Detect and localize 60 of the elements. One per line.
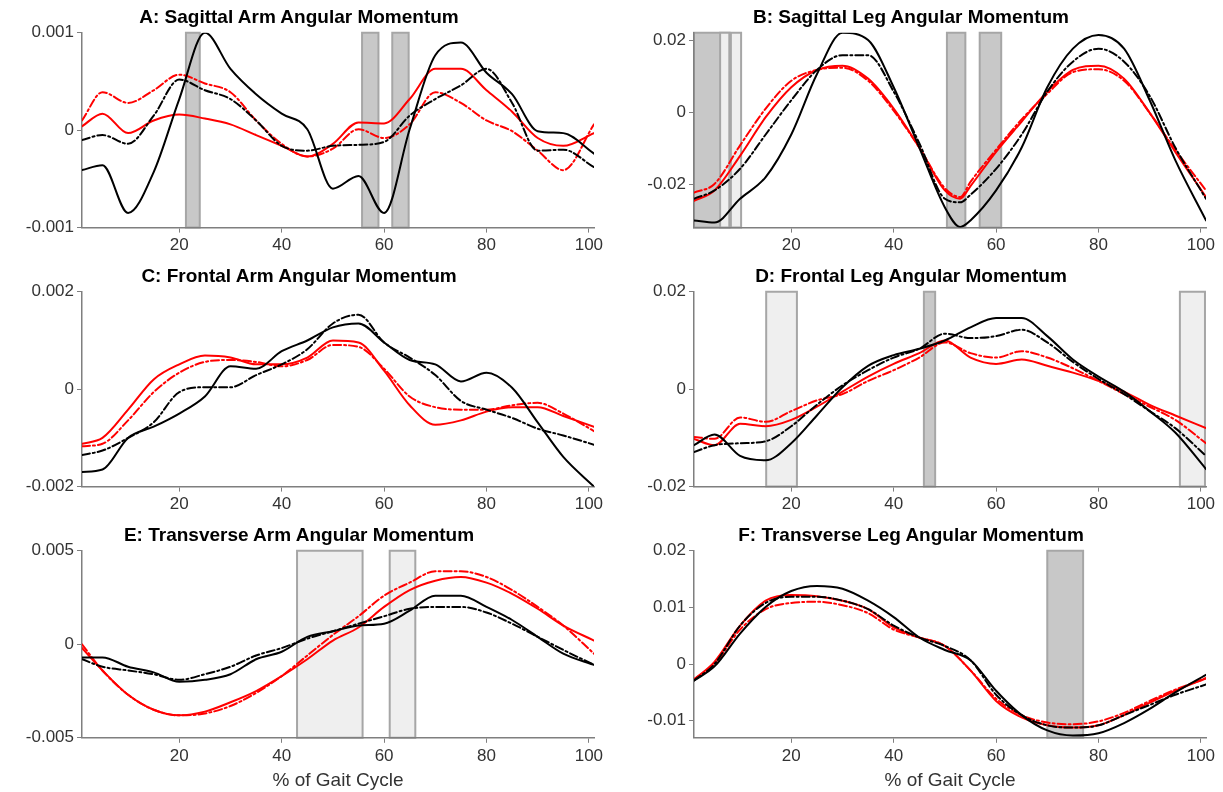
y-tick-label: 0.002 [31, 281, 74, 301]
y-tick-label: 0.005 [31, 540, 74, 560]
y-tick-label: 0.02 [652, 540, 686, 560]
x-axis-title: % of Gait Cycle [272, 768, 404, 790]
y-tick-label: 0.01 [652, 597, 686, 617]
x-tick-label: 100 [574, 235, 604, 255]
y-tick-label: -0.001 [25, 217, 74, 237]
y-tick-label: -0.01 [647, 710, 686, 730]
line-series [694, 317, 1206, 471]
x-tick-label: 60 [986, 745, 1006, 765]
x-tick-label: 20 [169, 494, 189, 514]
chart-title: D: Frontal Leg Angular Momentum [755, 264, 1067, 286]
x-tick-label: 100 [574, 494, 604, 514]
y-tick-label: 0.001 [31, 22, 74, 42]
y-tick-label: 0 [64, 119, 74, 139]
x-tick-label: 100 [574, 745, 604, 765]
x-tick-label: 60 [374, 235, 394, 255]
x-tick-label: 100 [1186, 745, 1216, 765]
x-tick-label: 60 [986, 235, 1006, 255]
x-tick-label: 60 [986, 494, 1006, 514]
chart-title: E: Transverse Arm Angular Momentum [123, 523, 475, 545]
y-tick-label: -0.005 [25, 727, 74, 747]
x-tick-label: 60 [374, 494, 394, 514]
x-tick-label: 20 [781, 745, 801, 765]
chart-title: C: Frontal Arm Angular Momentum [141, 264, 457, 286]
x-tick-label: 40 [272, 235, 292, 255]
x-tick-label: 80 [477, 494, 496, 514]
x-tick-label: 100 [1186, 494, 1216, 514]
x-tick-label: 60 [374, 745, 394, 765]
x-tick-label: 40 [884, 235, 904, 255]
x-tick-label: 40 [884, 745, 904, 765]
x-tick-label: 40 [272, 745, 292, 765]
x-tick-label: 80 [1089, 494, 1108, 514]
x-tick-label: 40 [272, 494, 292, 514]
line-series [82, 32, 594, 214]
chart-title: B: Sagittal Leg Angular Momentum [753, 5, 1069, 27]
x-tick-label: 80 [477, 235, 496, 255]
y-tick-label: 0 [676, 378, 686, 398]
y-tick-label: -0.002 [25, 476, 74, 496]
y-tick-label: 0.02 [652, 29, 686, 49]
x-tick-label: 20 [169, 235, 189, 255]
x-tick-label: 20 [781, 235, 801, 255]
x-tick-label: 20 [169, 745, 189, 765]
x-tick-label: 80 [1089, 745, 1108, 765]
y-tick-label: 0 [676, 653, 686, 673]
x-axis-title: % of Gait Cycle [884, 768, 1016, 790]
y-tick-label: 0 [64, 378, 74, 398]
chart-title: A: Sagittal Arm Angular Momentum [139, 5, 459, 27]
x-tick-label: 20 [781, 494, 801, 514]
x-tick-label: 40 [884, 494, 904, 514]
x-tick-label: 100 [1186, 235, 1216, 255]
y-tick-label: 0 [64, 633, 74, 653]
y-tick-label: 0 [676, 101, 686, 121]
y-tick-label: 0.02 [652, 281, 686, 301]
x-tick-label: 80 [477, 745, 496, 765]
y-tick-label: -0.02 [647, 174, 686, 193]
line-series [694, 32, 1206, 228]
y-tick-label: -0.02 [647, 476, 686, 496]
x-tick-label: 80 [1089, 235, 1108, 255]
chart-title: F: Transverse Leg Angular Momentum [738, 523, 1084, 545]
